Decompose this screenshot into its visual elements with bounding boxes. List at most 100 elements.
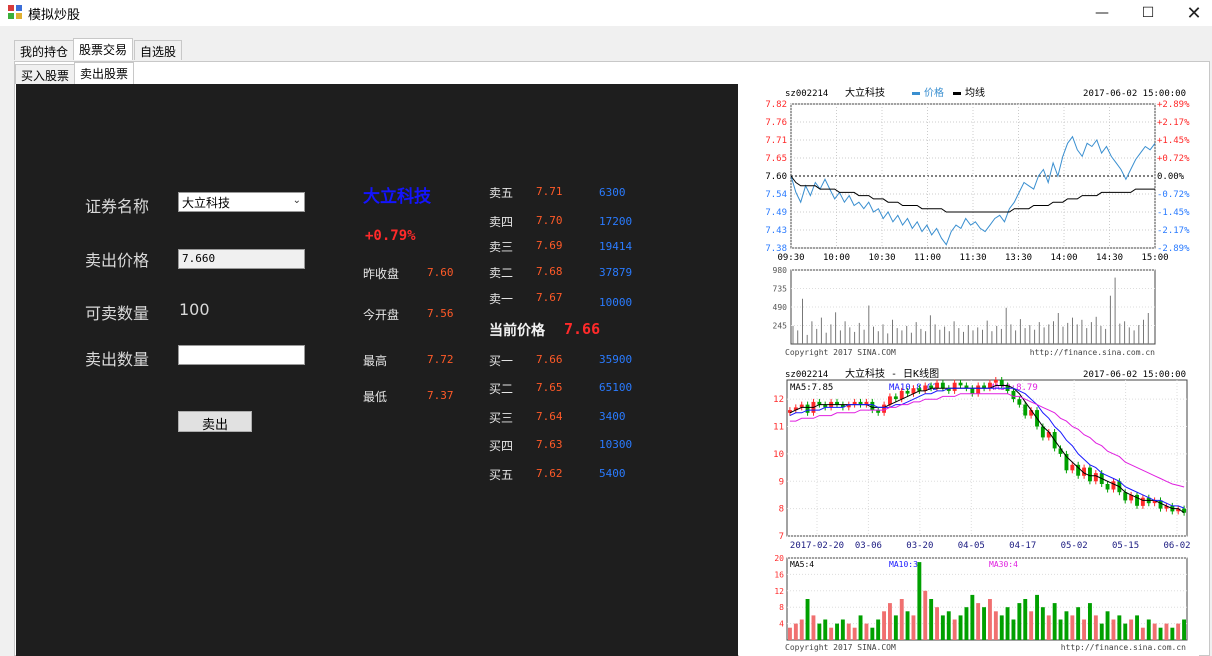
charts-area: sz002214 大立科技 价格 均线 2017-06-02 15:00:00 7.82 +… [739,84,1199,656]
intraday-xtick: 09:30 [777,253,804,263]
kline-candle [805,404,810,413]
daily-volume-bar [893,615,898,640]
kline-candle [1040,426,1045,438]
kline-candle [1093,473,1098,482]
security-select[interactable]: 大立科技 ⌄ [178,192,305,212]
tab-watchlist[interactable]: 自选股 [134,40,183,60]
kline-frame [786,379,1188,537]
security-label: 证券名称 [85,197,150,216]
intraday-xtick: 11:30 [959,253,986,263]
high-label: 最高 [363,354,388,368]
bid5-volume: 5400 [599,467,626,480]
daily-volume-bar [882,611,886,640]
daily-volume-bar [1111,619,1116,640]
intraday-ytick-right: +0.72% [1157,154,1190,164]
daily-volume-bar [935,607,939,640]
bid1-label: 买一 [489,354,514,368]
kline-candle [1129,494,1134,501]
ask4-price: 7.70 [536,214,563,227]
daily-volume-bar [946,611,951,640]
kline-candle [993,380,998,383]
legend-avg-swatch [953,92,961,95]
kline-title: 大立科技 - 日K线图 [845,367,939,380]
daily-volume-bar [1129,619,1134,640]
kline-candle [852,401,857,405]
subtab-sell[interactable]: 卖出股票 [74,62,135,84]
kline-candle [917,388,922,391]
maximize-button[interactable]: ☐ [1141,5,1155,21]
daily-volume-bar [988,599,992,640]
bid2-label: 买二 [489,382,514,396]
tab-trade[interactable]: 股票交易 [73,38,134,60]
sell-panel [16,84,738,656]
intraday-ytick-left: 7.38 [765,244,787,254]
bid1-price: 7.66 [536,353,563,366]
price-field[interactable]: 7.660 [178,249,305,269]
kline-ytick: 8 [779,505,784,515]
daily-volume-bar [1117,615,1122,640]
site-text-2: http://finance.sina.com.cn [1061,643,1186,652]
close-button[interactable]: ✕ [1186,2,1202,24]
daily-volume-bar [788,627,792,640]
daily-volume-bar [1182,619,1186,640]
daily-vol-ma30-label: MA30:4 [989,560,1018,569]
price-label: 卖出价格 [85,251,150,270]
kline-candle [1105,484,1110,490]
chevron-down-icon: ⌄ [292,195,301,206]
kline-xtick: 03-20 [906,541,933,551]
quantity-field[interactable] [178,345,305,365]
low-label: 最低 [363,390,388,404]
daily-volume-ytick: 4 [779,620,784,629]
legend-avg-label: 均线 [965,86,985,99]
ask3-price: 7.69 [536,239,563,252]
quote-change: +0.79% [365,228,416,244]
intraday-ytick-right: +2.89% [1157,100,1190,110]
kline-candle [1070,464,1075,471]
kline-candle [1152,500,1157,504]
daily-volume-bar [993,611,998,640]
bid5-price: 7.62 [536,467,563,480]
kline-candle [1058,448,1063,454]
available-value: 100 [179,300,210,319]
daily-volume-bar [823,619,828,640]
intraday-ytick-right: -0.72% [1157,190,1190,200]
site-text-1: http://finance.sina.com.cn [1030,348,1155,357]
kline-ytick: 11 [773,423,784,433]
kline-candle [1064,453,1069,471]
ask5-volume: 6300 [599,186,626,199]
intraday-xtick: 15:00 [1141,253,1168,263]
kline-candle [952,382,957,391]
daily-volume-bar [982,607,986,640]
intraday-ytick-right: -2.89% [1157,244,1190,254]
daily-volume-bar [858,615,863,640]
kline-candle [1140,497,1145,506]
daily-volume-bar [1105,611,1110,640]
kline-candle [864,401,869,405]
kline-candle [799,404,804,408]
daily-volume-bar [1052,603,1057,640]
ask4-volume: 17200 [599,215,633,228]
bid4-label: 买四 [489,439,514,453]
kline-candle [893,396,898,400]
daily-volume-bar [1088,603,1092,640]
kline-candle [888,396,892,405]
kline-candle [988,382,992,389]
kline-candle [1135,494,1139,506]
daily-volume-bar [923,590,928,640]
daily-volume-bar [1070,615,1075,640]
daily-volume-bar [970,594,975,640]
daily-volume-frame [786,557,1188,641]
kline-ytick: 10 [773,450,784,460]
minimize-button[interactable]: — [1095,5,1109,21]
bid4-volume: 10300 [599,438,633,451]
subtab-buy[interactable]: 买入股票 [15,64,76,84]
ask5-label: 卖五 [489,186,514,200]
tab-holdings[interactable]: 我的持仓 [14,40,75,60]
daily-volume-bar [846,623,851,640]
daily-volume-bar [1023,599,1028,640]
kline-candle [976,385,981,394]
sell-button[interactable]: 卖出 [178,411,252,433]
daily-volume-bar [1082,619,1086,640]
daily-volume-bar [899,599,904,640]
daily-volume-bar [1046,615,1051,640]
